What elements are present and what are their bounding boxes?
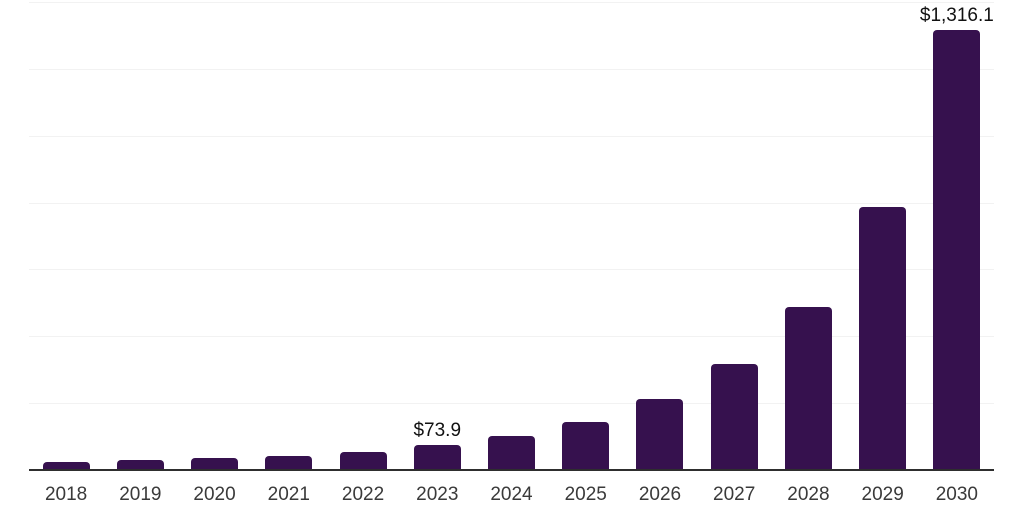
gridline-1000 — [29, 135, 994, 137]
gridline-1200 — [29, 68, 994, 70]
x-tick-label-2018: 2018 — [44, 484, 88, 505]
x-axis-line — [29, 469, 994, 471]
x-tick-label-2022: 2022 — [341, 484, 385, 505]
bar-2026 — [636, 399, 684, 470]
x-tick-label-2030: 2030 — [935, 484, 979, 505]
bar-2025 — [562, 421, 610, 470]
gridline-800 — [29, 202, 994, 204]
gridline-1400 — [29, 2, 994, 3]
bar-2024 — [488, 435, 535, 470]
gridline-400 — [29, 336, 994, 338]
x-tick-label-2025: 2025 — [564, 484, 607, 505]
value-label-2030: $1,316.1 — [919, 5, 994, 27]
x-tick-label-2029: 2029 — [861, 484, 904, 505]
bar-2021 — [265, 455, 313, 470]
x-tick-label-2026: 2026 — [638, 484, 682, 505]
x-tick-label-2021: 2021 — [267, 484, 310, 505]
x-tick-label-2028: 2028 — [787, 484, 830, 505]
gridline-600 — [29, 269, 994, 271]
bar-2027 — [710, 364, 758, 470]
bar-2022 — [339, 451, 387, 470]
x-tick-label-2020: 2020 — [193, 484, 236, 505]
bar-2029 — [859, 207, 907, 470]
bar-2019 — [116, 459, 164, 470]
value-label-2023: $73.9 — [413, 420, 462, 442]
x-tick-label-2027: 2027 — [713, 484, 756, 505]
bar-2030 — [933, 30, 981, 470]
bar-2020 — [191, 458, 239, 470]
bar-2023 — [413, 445, 461, 470]
bar-2028 — [784, 306, 832, 470]
gridline-200 — [29, 403, 994, 405]
bar-2018 — [42, 461, 90, 470]
x-tick-label-2019: 2019 — [119, 484, 162, 505]
x-tick-label-2023: 2023 — [416, 484, 459, 505]
x-tick-label-2024: 2024 — [490, 484, 533, 505]
